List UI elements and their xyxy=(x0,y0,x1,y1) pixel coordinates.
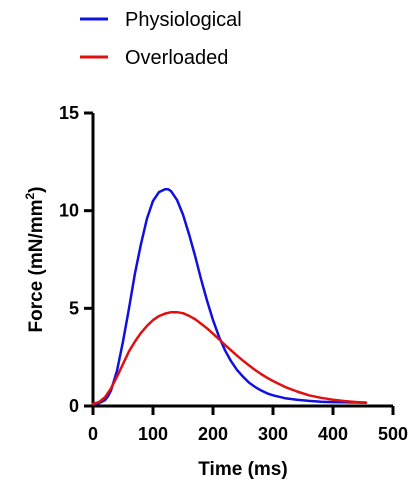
series-line-physiological xyxy=(91,187,368,406)
plot-lines xyxy=(91,187,368,406)
axes: 0 5 10 15 0 100 200 300 400 500 xyxy=(59,103,408,444)
y-axis-title-close: ) xyxy=(26,186,47,192)
x-axis-title: Time (ms) xyxy=(198,459,287,480)
y-axis-title: Force (mN/mm2) xyxy=(23,186,47,332)
y-tick-label: 15 xyxy=(59,103,79,123)
legend-label-physiological: Physiological xyxy=(125,9,242,31)
x-tick-label: 0 xyxy=(88,424,98,444)
x-tick-label: 500 xyxy=(378,424,408,444)
y-tick-label: 0 xyxy=(69,396,79,416)
x-axis-ticks: 0 100 200 300 400 500 xyxy=(88,406,408,444)
x-tick-label: 100 xyxy=(138,424,168,444)
y-tick-label: 5 xyxy=(69,298,79,318)
y-axis-title-superscript: 2 xyxy=(23,192,37,199)
x-tick-label: 400 xyxy=(318,424,348,444)
legend-label-overloaded: Overloaded xyxy=(125,47,228,69)
series-line-overloaded xyxy=(91,310,368,406)
legend: Physiological Overloaded xyxy=(80,9,242,69)
y-tick-label: 10 xyxy=(59,201,79,221)
x-tick-label: 200 xyxy=(198,424,228,444)
x-tick-label: 300 xyxy=(258,424,288,444)
y-axis-ticks: 0 5 10 15 xyxy=(59,103,93,416)
y-axis-title-main: Force (mN/mm xyxy=(26,199,47,332)
